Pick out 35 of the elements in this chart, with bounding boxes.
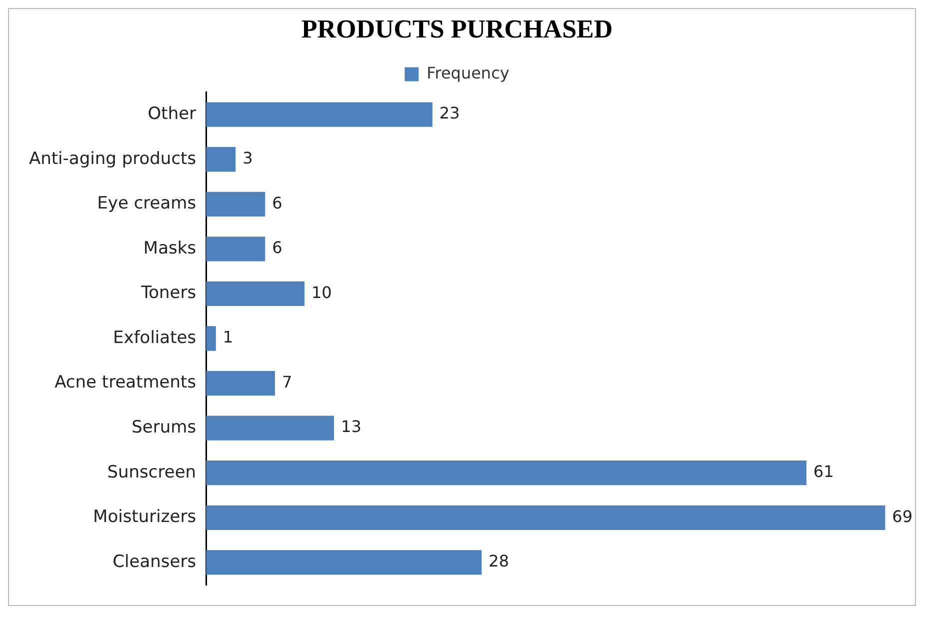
bar <box>206 281 304 306</box>
bar <box>206 505 886 530</box>
data-label: 13 <box>341 417 362 436</box>
data-label: 28 <box>488 552 509 571</box>
data-label: 69 <box>892 506 913 526</box>
y-tick-label: Serums <box>132 417 196 438</box>
data-label: 6 <box>272 238 282 258</box>
bar <box>206 147 236 172</box>
y-tick-label: Acne treatments <box>54 372 196 393</box>
bar <box>206 416 334 440</box>
data-label: 61 <box>813 462 834 481</box>
data-label: 7 <box>282 372 292 392</box>
y-tick-label: Exfoliates <box>113 328 196 348</box>
bar <box>206 326 216 351</box>
y-tick-label: Other <box>148 104 196 124</box>
y-tick-label: Eye creams <box>97 194 196 214</box>
bar <box>206 550 482 575</box>
bar <box>206 460 806 486</box>
data-label: 6 <box>272 193 282 212</box>
bar <box>206 192 266 216</box>
data-label: 23 <box>439 104 460 123</box>
y-tick-label: Sunscreen <box>107 462 196 482</box>
y-tick-label: Anti-aging products <box>28 148 196 169</box>
bar <box>206 236 266 262</box>
y-tick-label: Masks <box>143 238 196 258</box>
data-label: 3 <box>242 148 253 168</box>
legend-label: Frequency <box>426 63 510 82</box>
bar <box>206 370 275 396</box>
data-label: 1 <box>222 328 234 347</box>
y-tick-label: Cleansers <box>112 552 196 572</box>
data-label: 10 <box>311 282 332 302</box>
y-tick-label: Toners <box>140 283 196 304</box>
bar <box>206 102 432 127</box>
chart-title: PRODUCTS PURCHASED <box>301 14 613 44</box>
y-tick-label: Moisturizers <box>93 507 196 528</box>
